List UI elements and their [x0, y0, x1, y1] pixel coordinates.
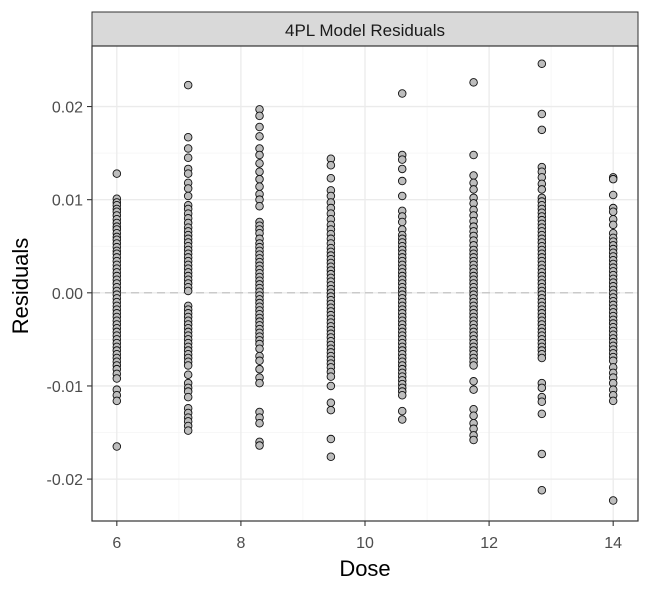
data-point	[537, 59, 547, 68]
data-point	[326, 405, 336, 415]
y-tick-label: -0.01	[47, 379, 84, 396]
data-point	[469, 185, 478, 194]
y-tick-label: -0.02	[47, 472, 84, 489]
data-point	[397, 164, 407, 174]
data-point	[183, 191, 193, 201]
data-point	[469, 361, 478, 370]
data-point	[469, 150, 478, 160]
data-point	[397, 391, 407, 400]
strip-header	[91, 11, 639, 47]
y-tick-label: 0.02	[52, 100, 83, 117]
data-point	[112, 396, 122, 406]
data-point	[608, 220, 618, 230]
y-tick-label: 0.01	[52, 193, 83, 210]
data-point	[469, 78, 478, 87]
data-point	[537, 109, 547, 119]
data-point	[469, 171, 478, 180]
data-point	[397, 217, 407, 227]
data-point	[326, 174, 336, 183]
chart-title: 4PL Model Residuals	[285, 21, 445, 40]
data-point	[608, 396, 618, 406]
data-point	[326, 381, 336, 391]
data-point	[255, 418, 264, 428]
data-point	[326, 398, 336, 407]
axes: 6 8 10 12 14 -0.02 -0.01 0.00 0.01 0.02	[47, 100, 623, 552]
data-point	[255, 122, 264, 132]
data-point	[537, 409, 547, 419]
data-point	[397, 155, 407, 164]
data-point	[397, 415, 407, 424]
points-layer	[112, 59, 618, 505]
data-point	[537, 353, 547, 363]
data-point	[183, 144, 193, 153]
x-axis-title: Dose	[339, 556, 390, 581]
data-point	[326, 160, 336, 170]
x-tick-label: 12	[480, 535, 498, 552]
data-point	[608, 207, 618, 217]
data-point	[326, 452, 336, 461]
data-point	[397, 406, 407, 416]
data-point	[112, 442, 122, 451]
data-point	[537, 185, 547, 194]
x-tick-label: 8	[236, 535, 245, 552]
data-point	[469, 377, 478, 386]
data-point	[183, 361, 193, 370]
data-point	[255, 182, 264, 191]
data-point	[397, 191, 407, 201]
data-point	[255, 150, 264, 160]
data-point	[469, 435, 478, 445]
data-point	[183, 80, 193, 90]
data-point	[469, 411, 478, 421]
data-point	[537, 383, 547, 393]
data-point	[537, 125, 547, 135]
data-point	[255, 364, 264, 374]
data-point	[326, 372, 336, 381]
data-point	[326, 434, 336, 444]
x-tick-label: 14	[604, 535, 622, 552]
data-point	[397, 89, 407, 98]
grid-lines	[92, 46, 638, 521]
data-point	[537, 397, 547, 407]
data-point	[112, 374, 122, 383]
x-tick-label: 6	[112, 535, 121, 552]
data-point	[183, 133, 193, 142]
y-axis-title: Residuals	[8, 238, 33, 335]
data-point	[255, 201, 264, 211]
data-point	[608, 190, 618, 200]
data-point	[397, 176, 407, 186]
data-point	[255, 378, 264, 388]
data-point	[183, 169, 193, 178]
data-point	[183, 153, 193, 163]
data-point	[537, 449, 547, 459]
data-point	[255, 132, 264, 141]
data-point	[255, 174, 264, 184]
data-point	[255, 111, 264, 121]
data-point	[255, 159, 264, 168]
data-point	[183, 392, 193, 402]
y-tick-label: 0.00	[52, 286, 83, 303]
data-point	[255, 344, 264, 353]
x-tick-label: 10	[356, 535, 374, 552]
data-point	[537, 486, 547, 495]
data-point	[255, 167, 264, 176]
data-point	[255, 441, 264, 450]
data-point	[608, 496, 618, 505]
data-point	[183, 426, 193, 435]
data-point	[469, 385, 478, 394]
data-point	[112, 169, 122, 178]
data-point	[183, 184, 193, 193]
data-point	[183, 286, 193, 296]
data-point	[183, 370, 193, 380]
data-point	[255, 356, 264, 366]
data-point	[608, 174, 618, 184]
